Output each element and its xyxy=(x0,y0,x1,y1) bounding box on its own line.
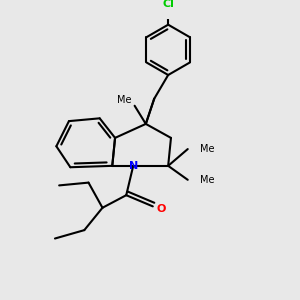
Text: O: O xyxy=(157,204,166,214)
Text: Cl: Cl xyxy=(162,0,174,9)
Text: Me: Me xyxy=(117,95,132,105)
Text: N: N xyxy=(129,161,138,171)
Text: Me: Me xyxy=(200,144,215,154)
Text: Me: Me xyxy=(200,175,215,185)
